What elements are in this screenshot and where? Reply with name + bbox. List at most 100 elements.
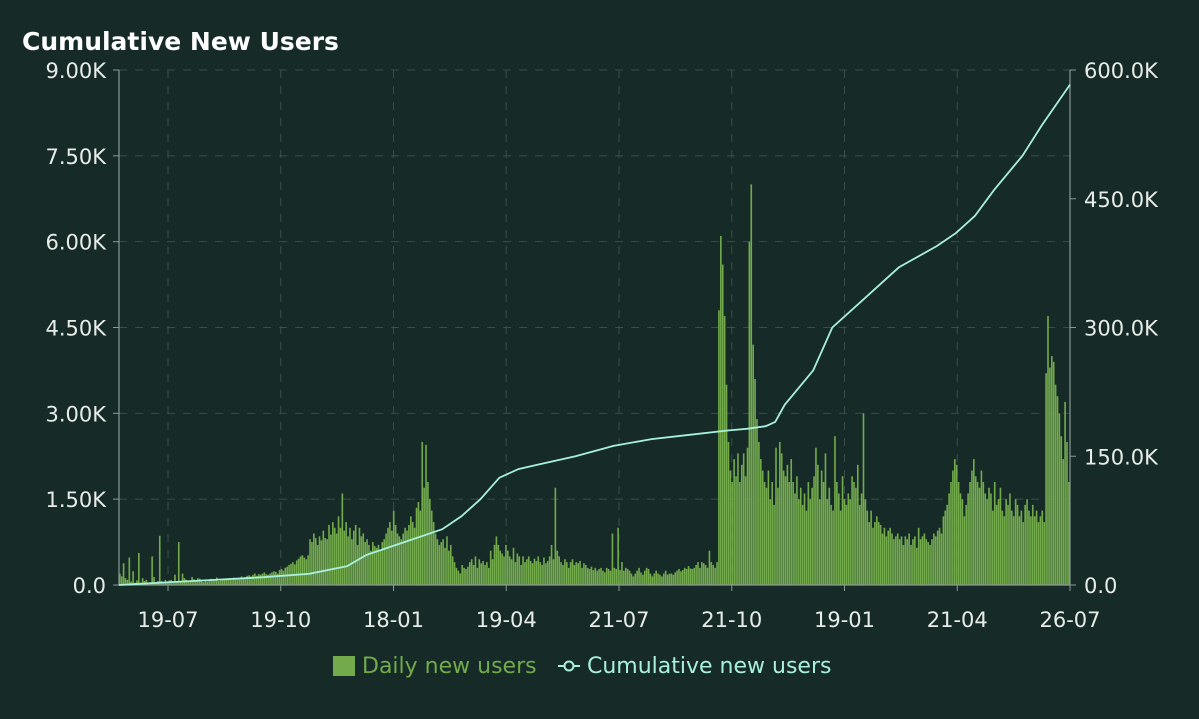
bar-daily-new-users <box>573 564 576 585</box>
bar-daily-new-users <box>778 441 781 585</box>
bar-daily-new-users <box>124 578 127 585</box>
left-axis-tick-label: 3.00K <box>45 402 107 426</box>
bar-daily-new-users <box>330 534 332 585</box>
bar-daily-new-users <box>967 493 969 585</box>
bar-daily-new-users <box>604 572 606 585</box>
bar-daily-new-users <box>944 510 947 585</box>
bar-daily-new-users <box>448 550 450 585</box>
bar-daily-new-users <box>208 580 211 585</box>
bar-daily-new-users <box>887 530 890 585</box>
bar-daily-new-users <box>931 539 933 585</box>
bar-daily-new-users <box>817 464 819 585</box>
bar-daily-new-users <box>398 536 401 585</box>
bar-daily-new-users <box>577 563 579 585</box>
bar-daily-new-users <box>858 504 861 585</box>
bar-daily-new-users <box>145 579 148 585</box>
bar-daily-new-users <box>904 536 907 585</box>
bar-daily-new-users <box>602 570 604 585</box>
bar-daily-new-users <box>415 507 418 585</box>
bar-daily-new-users <box>1022 522 1025 585</box>
bar-daily-new-users <box>463 567 465 585</box>
bar-daily-new-users <box>524 562 526 585</box>
bar-daily-new-users <box>1020 510 1023 585</box>
bar-daily-new-users <box>643 570 646 585</box>
bar-daily-new-users <box>915 547 918 585</box>
bar-daily-new-users <box>274 571 277 585</box>
bar-daily-new-users <box>855 487 857 585</box>
bar-daily-new-users <box>497 544 500 585</box>
bar-daily-new-users <box>938 527 941 585</box>
right-axis-tick-label: 600.0K <box>1084 59 1159 83</box>
bar-daily-new-users <box>356 544 359 585</box>
left-axis-tick-label: 7.50K <box>45 145 107 169</box>
bar-daily-new-users <box>1068 482 1070 585</box>
bar-daily-new-users <box>917 527 920 585</box>
bar-daily-new-users <box>971 470 973 585</box>
legend-item-cumulative[interactable]: Cumulative new users <box>558 654 831 679</box>
bar-daily-new-users <box>235 578 237 585</box>
cumulative-line <box>118 84 1071 586</box>
bar-daily-new-users <box>379 550 382 585</box>
bar-daily-new-users <box>714 567 716 585</box>
bar-daily-new-users <box>324 538 327 585</box>
bar-daily-new-users <box>406 530 408 585</box>
bar-daily-new-users <box>187 581 190 585</box>
legend-item-daily[interactable]: Daily new users <box>333 654 537 679</box>
bar-daily-new-users <box>976 482 979 585</box>
daily-bars <box>119 184 1070 586</box>
bar-daily-new-users <box>295 560 298 585</box>
bar-daily-new-users <box>735 476 737 585</box>
bar-daily-new-users <box>881 533 884 585</box>
bar-daily-new-users <box>792 482 794 585</box>
bar-daily-new-users <box>242 577 245 585</box>
bar-daily-new-users <box>495 536 498 585</box>
bar-daily-new-users <box>465 568 467 585</box>
bar-daily-new-users <box>1060 436 1063 585</box>
bar-daily-new-users <box>569 562 572 585</box>
bar-daily-new-users <box>963 516 966 585</box>
bar-daily-new-users <box>908 533 910 585</box>
bar-daily-new-users <box>453 562 456 585</box>
bar-daily-new-users <box>834 436 836 585</box>
bar-daily-new-users <box>837 493 840 585</box>
legend-swatch-daily <box>333 656 355 676</box>
bar-daily-new-users <box>1030 516 1032 585</box>
bar-daily-new-users <box>685 568 688 585</box>
bar-daily-new-users <box>320 540 323 585</box>
bar-daily-new-users <box>527 556 530 585</box>
x-axis-tick-label: 18-01 <box>363 608 424 632</box>
bar-daily-new-users <box>769 499 772 585</box>
bar-daily-new-users <box>889 527 891 585</box>
bar-daily-new-users <box>615 568 618 585</box>
bar-daily-new-users <box>278 570 281 585</box>
bar-daily-new-users <box>744 476 747 585</box>
bar-daily-new-users <box>927 542 929 585</box>
bar-daily-new-users <box>181 573 184 585</box>
bar-daily-new-users <box>1054 384 1057 585</box>
bar-daily-new-users <box>794 493 796 585</box>
bar-daily-new-users <box>200 579 203 585</box>
bar-daily-new-users <box>126 579 129 585</box>
bar-daily-new-users <box>434 533 437 585</box>
bar-daily-new-users <box>942 516 945 585</box>
bar-daily-new-users <box>505 544 507 585</box>
bar-daily-new-users <box>474 556 477 585</box>
bar-daily-new-users <box>866 510 869 585</box>
bar-daily-new-users <box>307 555 309 585</box>
bar-daily-new-users <box>695 564 697 585</box>
bar-daily-new-users <box>910 544 912 585</box>
bar-daily-new-users <box>467 566 469 585</box>
bar-daily-new-users <box>590 566 593 585</box>
bar-daily-new-users <box>345 522 347 585</box>
bar-daily-new-users <box>579 560 581 585</box>
bar-daily-new-users <box>986 499 988 585</box>
bar-daily-new-users <box>803 493 806 585</box>
bar-daily-new-users <box>906 539 909 585</box>
bar-daily-new-users <box>605 567 608 585</box>
bar-daily-new-users <box>250 576 252 585</box>
bar-daily-new-users <box>408 524 410 585</box>
bar-daily-new-users <box>921 536 924 585</box>
bar-daily-new-users <box>328 524 330 585</box>
bar-daily-new-users <box>980 470 983 585</box>
bar-daily-new-users <box>316 544 319 585</box>
